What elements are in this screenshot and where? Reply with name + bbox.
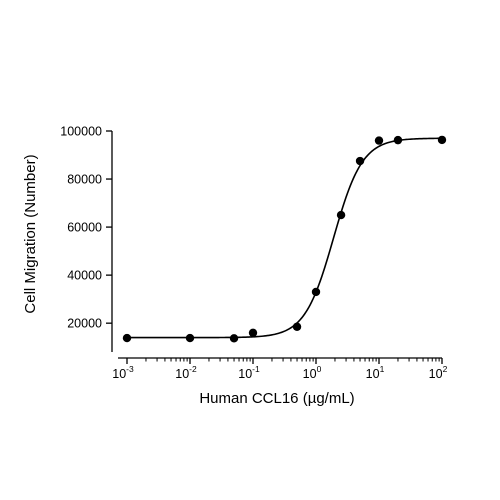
y-axis-title: Cell Migration (Number) xyxy=(22,154,39,313)
data-point xyxy=(292,322,302,331)
y-tick-label: 80000 xyxy=(67,173,102,187)
y-tick-label: 100000 xyxy=(60,125,102,139)
data-points xyxy=(122,135,447,343)
y-tick-label: 20000 xyxy=(67,317,102,331)
data-point xyxy=(122,333,132,343)
data-point xyxy=(336,210,346,220)
data-point xyxy=(185,333,195,343)
x-tick-label: 10-1 xyxy=(238,364,260,381)
x-tick-label: 101 xyxy=(366,364,385,381)
x-tick-label: 100 xyxy=(303,364,322,381)
data-point xyxy=(437,135,447,145)
axes xyxy=(111,131,442,359)
y-tick-label: 60000 xyxy=(67,221,102,235)
data-point xyxy=(393,135,403,145)
x-axis-ticks: 10-3 10-2 10-1 100 101 102 xyxy=(112,358,448,381)
x-axis-title: Human CCL16 (µg/mL) xyxy=(199,390,354,407)
x-tick-label: 102 xyxy=(429,364,448,381)
data-point xyxy=(229,334,239,343)
data-point xyxy=(311,287,321,297)
data-point xyxy=(355,156,365,166)
y-tick-label: 40000 xyxy=(67,269,102,283)
fit-curve xyxy=(127,137,443,339)
x-tick-label: 10-3 xyxy=(112,364,134,381)
data-point xyxy=(248,328,258,337)
y-axis-ticks: 20000 40000 60000 80000 100000 xyxy=(60,125,112,331)
data-point xyxy=(374,136,384,145)
x-tick-label: 10-2 xyxy=(175,364,197,381)
